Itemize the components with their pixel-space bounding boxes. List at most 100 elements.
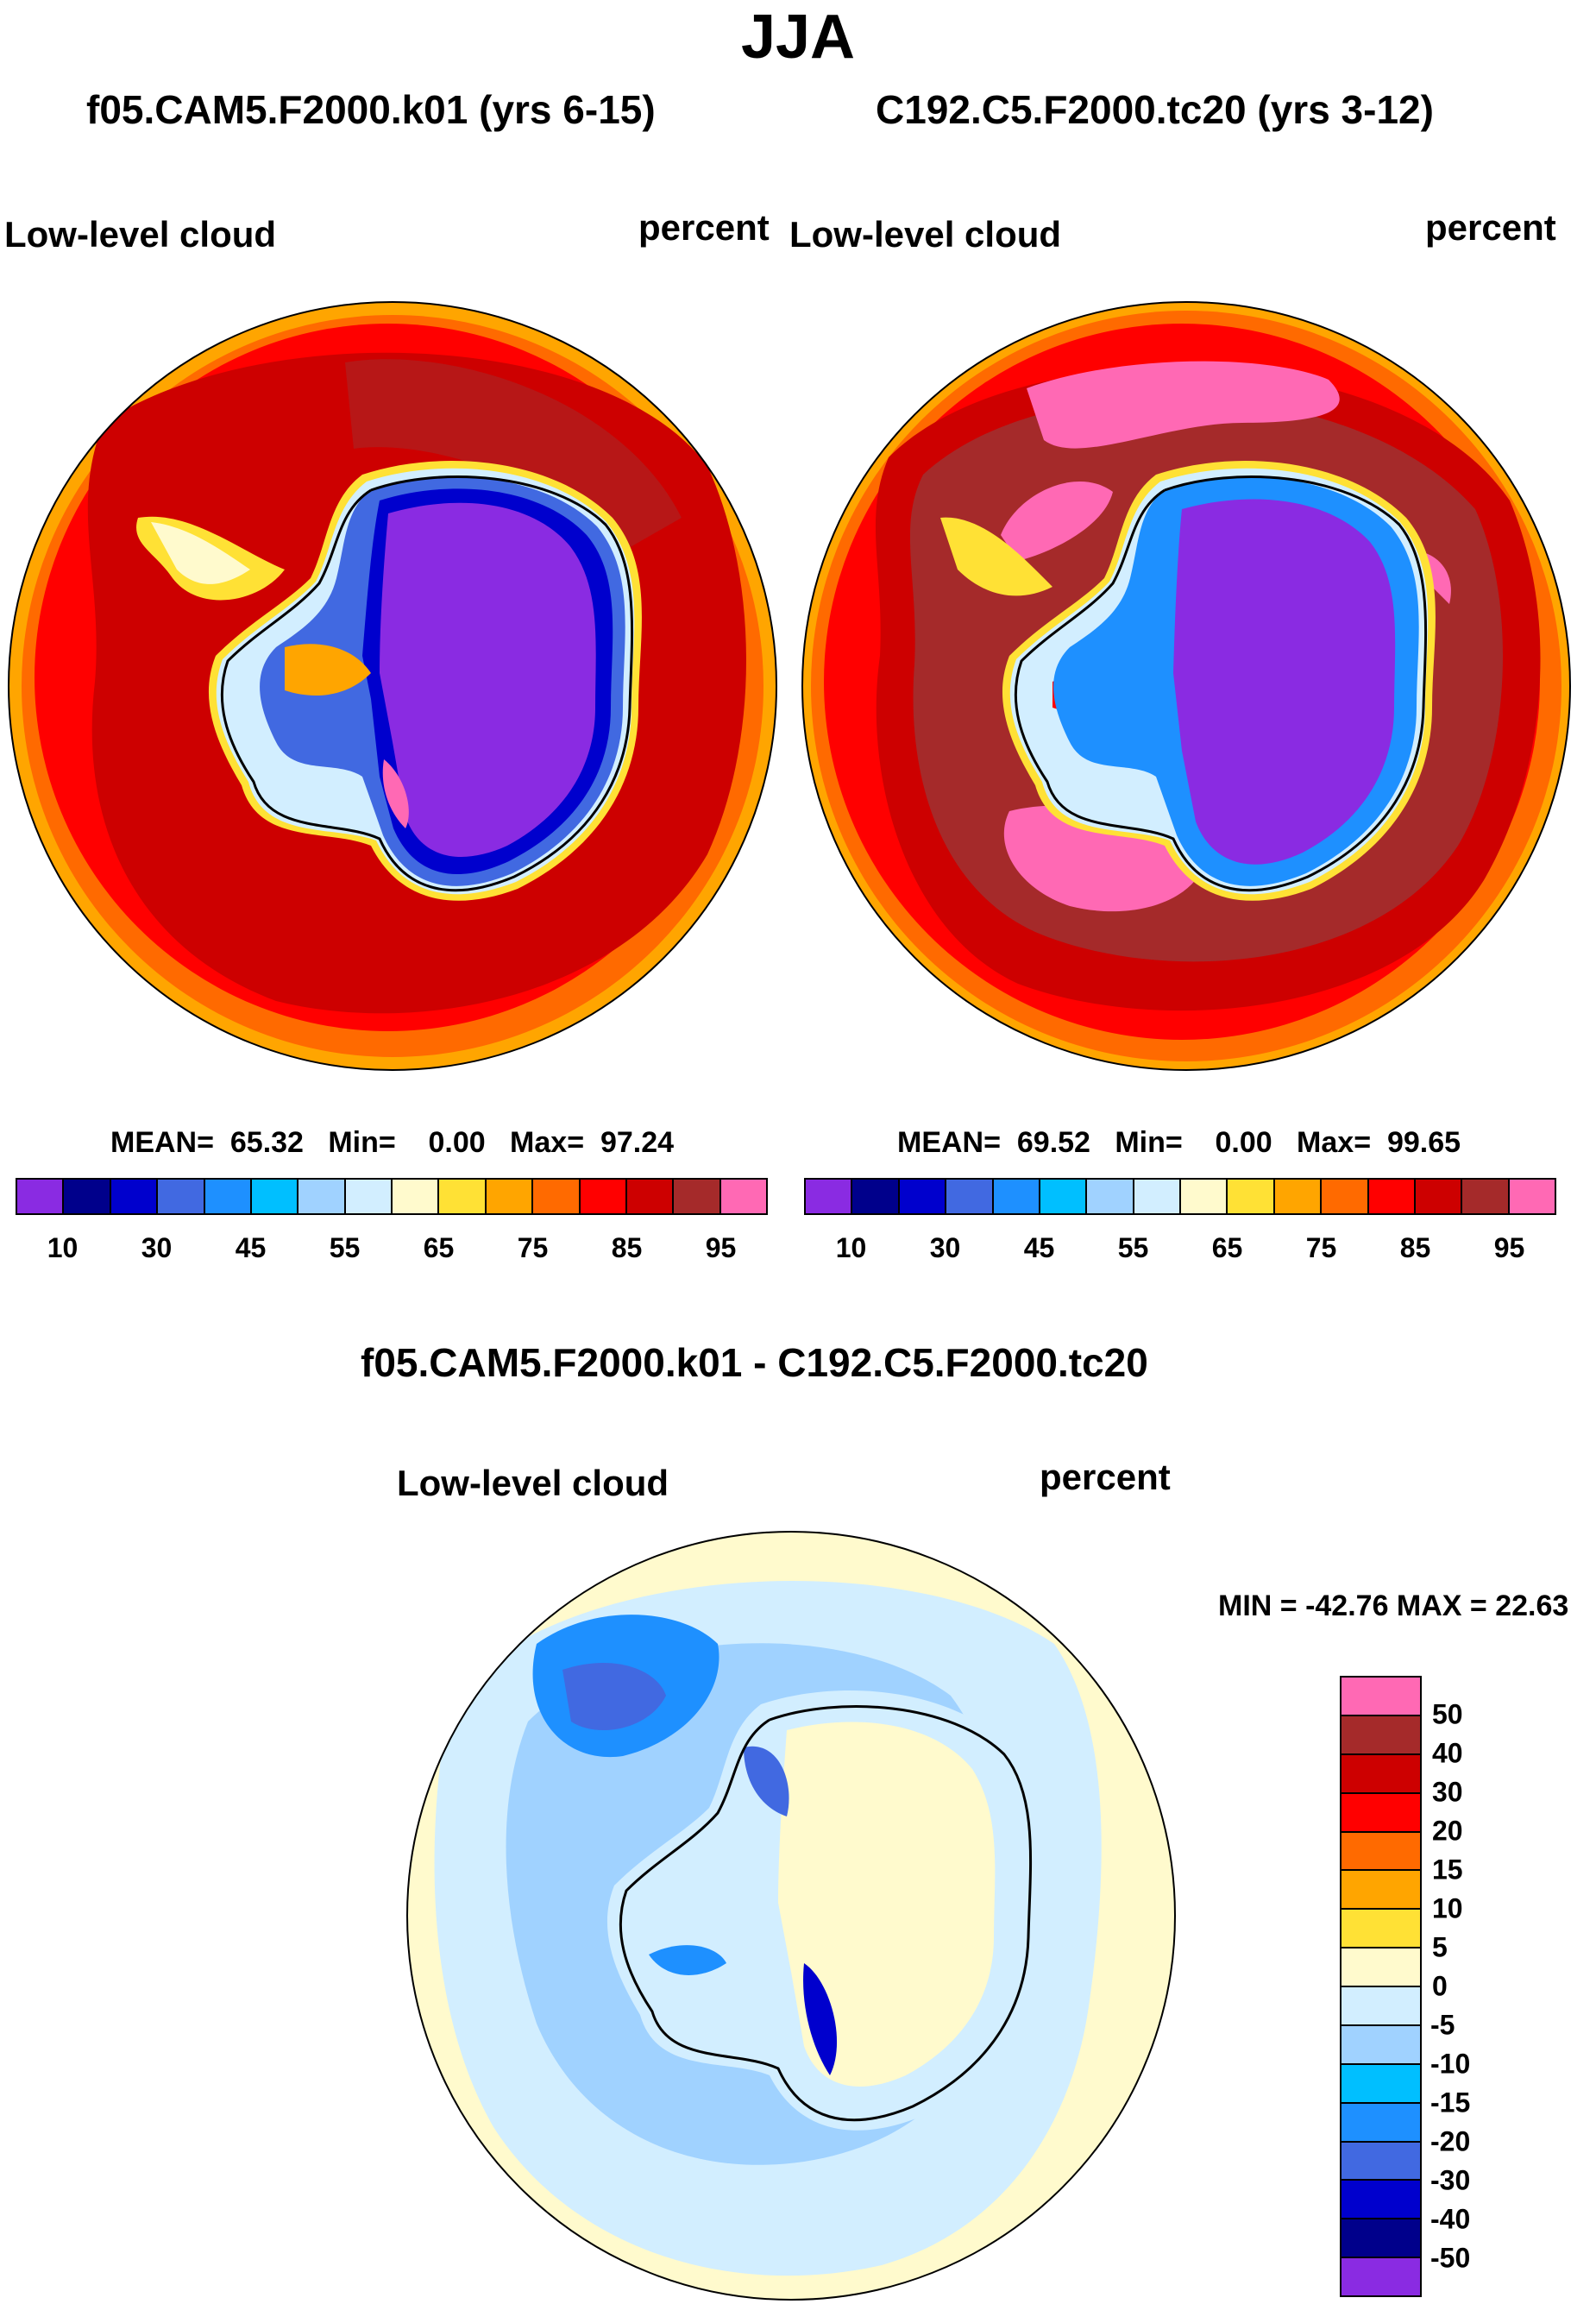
colorbar-tick-label: 55 [329,1232,361,1263]
right-polar-map [801,301,1571,1071]
right-min-value: 0.00 [1215,1126,1272,1159]
colorbar-swatch [64,1180,111,1213]
colorbar-swatch [1342,2181,1420,2220]
left-variable-label: Low-level cloud [4,214,277,255]
colorbar-tick-label: 45 [1023,1232,1055,1263]
diff-title: f05.CAM5.F2000.k01 - C192.C5.F2000.tc20 [361,1340,1148,1385]
left-panel-title: f05.CAM5.F2000.k01 (yrs 6-15) [86,87,656,132]
colorbar-tick-label: 50 [1432,1698,1463,1730]
colorbar-tick-label: -30 [1430,2164,1471,2196]
colorbar-tick-label: 10 [835,1232,867,1263]
colorbar-swatch [1342,1948,1420,1987]
left-polar-map [8,301,777,1071]
colorbar-tick-label: -5 [1430,2009,1455,2041]
diff-minmax: MIN = -42.76 MAX = 22.63 [1218,1590,1569,1622]
colorbar-swatch [1228,1180,1275,1213]
colorbar-tick-label: -20 [1430,2125,1471,2157]
colorbar-swatch [204,1180,252,1213]
colorbar-swatch [439,1180,487,1213]
diff-colorbar [1340,1676,1422,2297]
colorbar-swatch [674,1180,721,1213]
right-panel-title: C192.C5.F2000.tc20 (yrs 3-12) [876,87,1434,132]
left-max-value: 97.24 [600,1126,675,1159]
colorbar-tick-label: -10 [1430,2048,1471,2080]
coastline [619,1705,1033,2122]
brown-zone [345,359,682,552]
colorbar-swatch [1322,1180,1369,1213]
colorbar-swatch [1368,1180,1416,1213]
interior-purple [1173,499,1396,865]
left-max-label: Max= [510,1126,585,1159]
coastline [220,475,634,892]
left-units-label: percent [638,207,770,248]
diff-royal-blue-patch [562,1662,666,1730]
diff-variable-label: Low-level cloud [397,1463,669,1503]
colorbar-swatch [533,1180,581,1213]
colorbar-tick-label: 75 [517,1232,549,1263]
colorbar-tick-label: 30 [141,1232,173,1263]
weddell-pink [382,759,409,828]
ross-orange [285,644,371,696]
colorbar-swatch [1342,1832,1420,1872]
colorbar-tick-label: 65 [423,1232,455,1263]
colorbar-swatch [580,1180,627,1213]
colorbar-swatch [1342,2142,1420,2181]
colorbar-swatch [1040,1180,1088,1213]
left-min-value: 0.00 [428,1126,486,1159]
colorbar-tick-label: -50 [1430,2242,1471,2274]
colorbar-swatch [1181,1180,1228,1213]
right-colorbar-ticks: 10 30 45 55 65 75 85 95 [804,1232,1556,1267]
colorbar-tick-label: 55 [1117,1232,1149,1263]
colorbar-swatch [1342,2025,1420,2065]
interior-purple [380,502,596,857]
right-mean-label: MEAN= [897,1126,1001,1159]
colorbar-tick-label: 20 [1432,1815,1463,1847]
left-colorbar-ticks: 10 30 45 55 65 75 85 95 [16,1232,768,1267]
diff-polar-map [406,1531,1176,2301]
colorbar-tick-label: 0 [1432,1970,1448,2002]
colorbar-tick-label: 95 [705,1232,737,1263]
left-mean-label: MEAN= [110,1126,214,1159]
colorbar-swatch [852,1180,900,1213]
colorbar-tick-label: 65 [1211,1232,1243,1263]
colorbar-tick-label: 85 [1399,1232,1431,1263]
colorbar-tick-label: 5 [1432,1931,1448,1963]
colorbar-tick-label: 10 [47,1232,79,1263]
page-title: JJA [740,3,856,72]
colorbar-swatch [298,1180,346,1213]
colorbar-swatch [1342,1793,1420,1833]
diff-units-label: percent [1040,1457,1171,1497]
diff-colorbar-ticks: 50 40 30 20 15 10 5 0 -5 -10 -15 -20 -30 -40 -50 [1430,1676,1536,2297]
colorbar-swatch [1134,1180,1181,1213]
colorbar-swatch [1342,2219,1420,2259]
colorbar-swatch [17,1180,65,1213]
colorbar-swatch [158,1180,205,1213]
right-variable-label: Low-level cloud [789,214,1062,255]
diff-interior-blue-1 [744,1746,789,1816]
colorbar-tick-label: -40 [1430,2203,1471,2235]
right-max-label: Max= [1297,1126,1372,1159]
colorbar-tick-label: 45 [235,1232,267,1263]
colorbar-swatch [1087,1180,1134,1213]
colorbar-swatch [1342,2064,1420,2104]
colorbar-tick-label: 85 [611,1232,643,1263]
colorbar-swatch [993,1180,1040,1213]
peninsula-pale [151,522,250,584]
colorbar-tick-label: 75 [1305,1232,1337,1263]
right-stats: MEAN= 69.52 Min= 0.00 Max= 99.65 [897,1126,1461,1160]
colorbar-swatch [251,1180,299,1213]
left-stats: MEAN= 65.32 Min= 0.00 Max= 97.24 [110,1126,674,1160]
left-colorbar [16,1178,768,1215]
colorbar-tick-label: 10 [1432,1892,1463,1924]
colorbar-tick-label: 15 [1432,1854,1463,1885]
colorbar-tick-label: 40 [1432,1737,1463,1769]
right-mean-value: 69.52 [1016,1126,1090,1159]
colorbar-tick-label: 30 [1432,1776,1463,1808]
colorbar-swatch [1274,1180,1323,1213]
left-min-label: Min= [328,1126,396,1159]
colorbar-swatch [393,1180,440,1213]
right-units-label: percent [1425,207,1556,248]
colorbar-tick-label: 95 [1493,1232,1525,1263]
colorbar-swatch [1342,1987,1420,2026]
colorbar-swatch [899,1180,947,1213]
